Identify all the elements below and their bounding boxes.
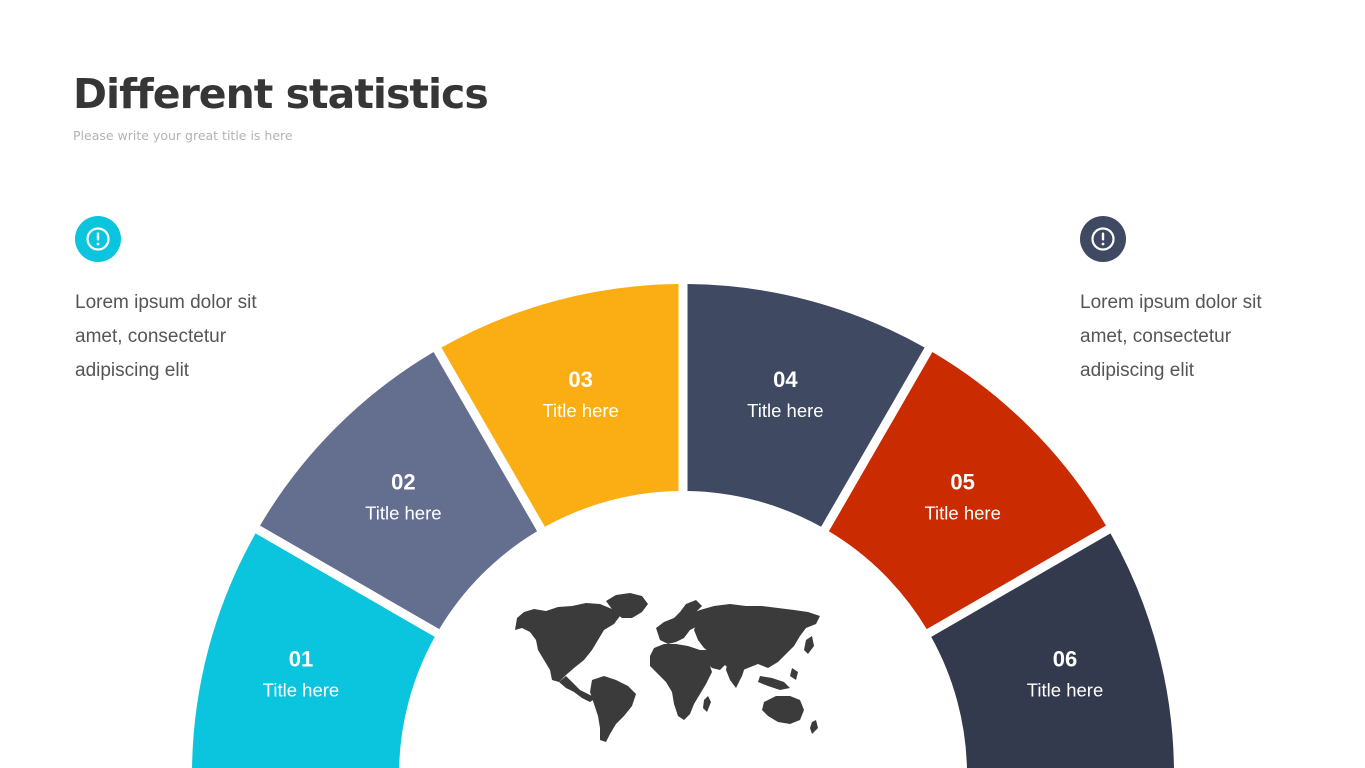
segment-label: Title here bbox=[747, 400, 823, 421]
segment-02: 02 Title here bbox=[260, 352, 538, 630]
left-note-line: adipiscing elit bbox=[75, 360, 190, 381]
left-note-line: Lorem ipsum dolor sit bbox=[75, 292, 257, 313]
segment-shape bbox=[192, 533, 435, 768]
segment-01: 01 Title here bbox=[192, 533, 435, 768]
segment-06: 06 Title here bbox=[931, 533, 1174, 768]
left-note-line: amet, consectetur bbox=[75, 326, 227, 347]
segment-shape bbox=[687, 284, 925, 527]
right-note-text: Lorem ipsum dolor sit amet, consectetur … bbox=[1080, 286, 1300, 388]
segment-shape bbox=[441, 284, 679, 527]
right-note-line: Lorem ipsum dolor sit bbox=[1080, 292, 1262, 313]
world-map-icon bbox=[515, 593, 820, 742]
segment-label: Title here bbox=[924, 502, 1000, 523]
segment-number: 05 bbox=[950, 469, 974, 494]
segment-label: Title here bbox=[542, 400, 618, 421]
segment-04: 04 Title here bbox=[687, 284, 925, 527]
segment-number: 03 bbox=[568, 367, 592, 392]
segment-label: Title here bbox=[365, 502, 441, 523]
page-title: Different statistics bbox=[73, 70, 489, 118]
left-note-text: Lorem ipsum dolor sit amet, consectetur … bbox=[75, 286, 295, 388]
segment-label: Title here bbox=[263, 680, 339, 701]
right-note-line: amet, consectetur bbox=[1080, 326, 1232, 347]
segment-shape bbox=[260, 352, 538, 630]
right-info-icon bbox=[1080, 216, 1126, 262]
segment-label: Title here bbox=[1027, 680, 1103, 701]
segment-number: 02 bbox=[391, 469, 415, 494]
segment-shape bbox=[931, 533, 1174, 768]
left-info-icon bbox=[75, 216, 121, 262]
segment-shape bbox=[828, 352, 1106, 630]
segment-number: 06 bbox=[1053, 647, 1077, 672]
segment-03: 03 Title here bbox=[441, 284, 679, 527]
page-subtitle: Please write your great title is here bbox=[73, 128, 293, 143]
segment-number: 01 bbox=[289, 647, 313, 672]
segment-05: 05 Title here bbox=[828, 352, 1106, 630]
right-note-line: adipiscing elit bbox=[1080, 360, 1195, 381]
segment-number: 04 bbox=[773, 367, 798, 392]
